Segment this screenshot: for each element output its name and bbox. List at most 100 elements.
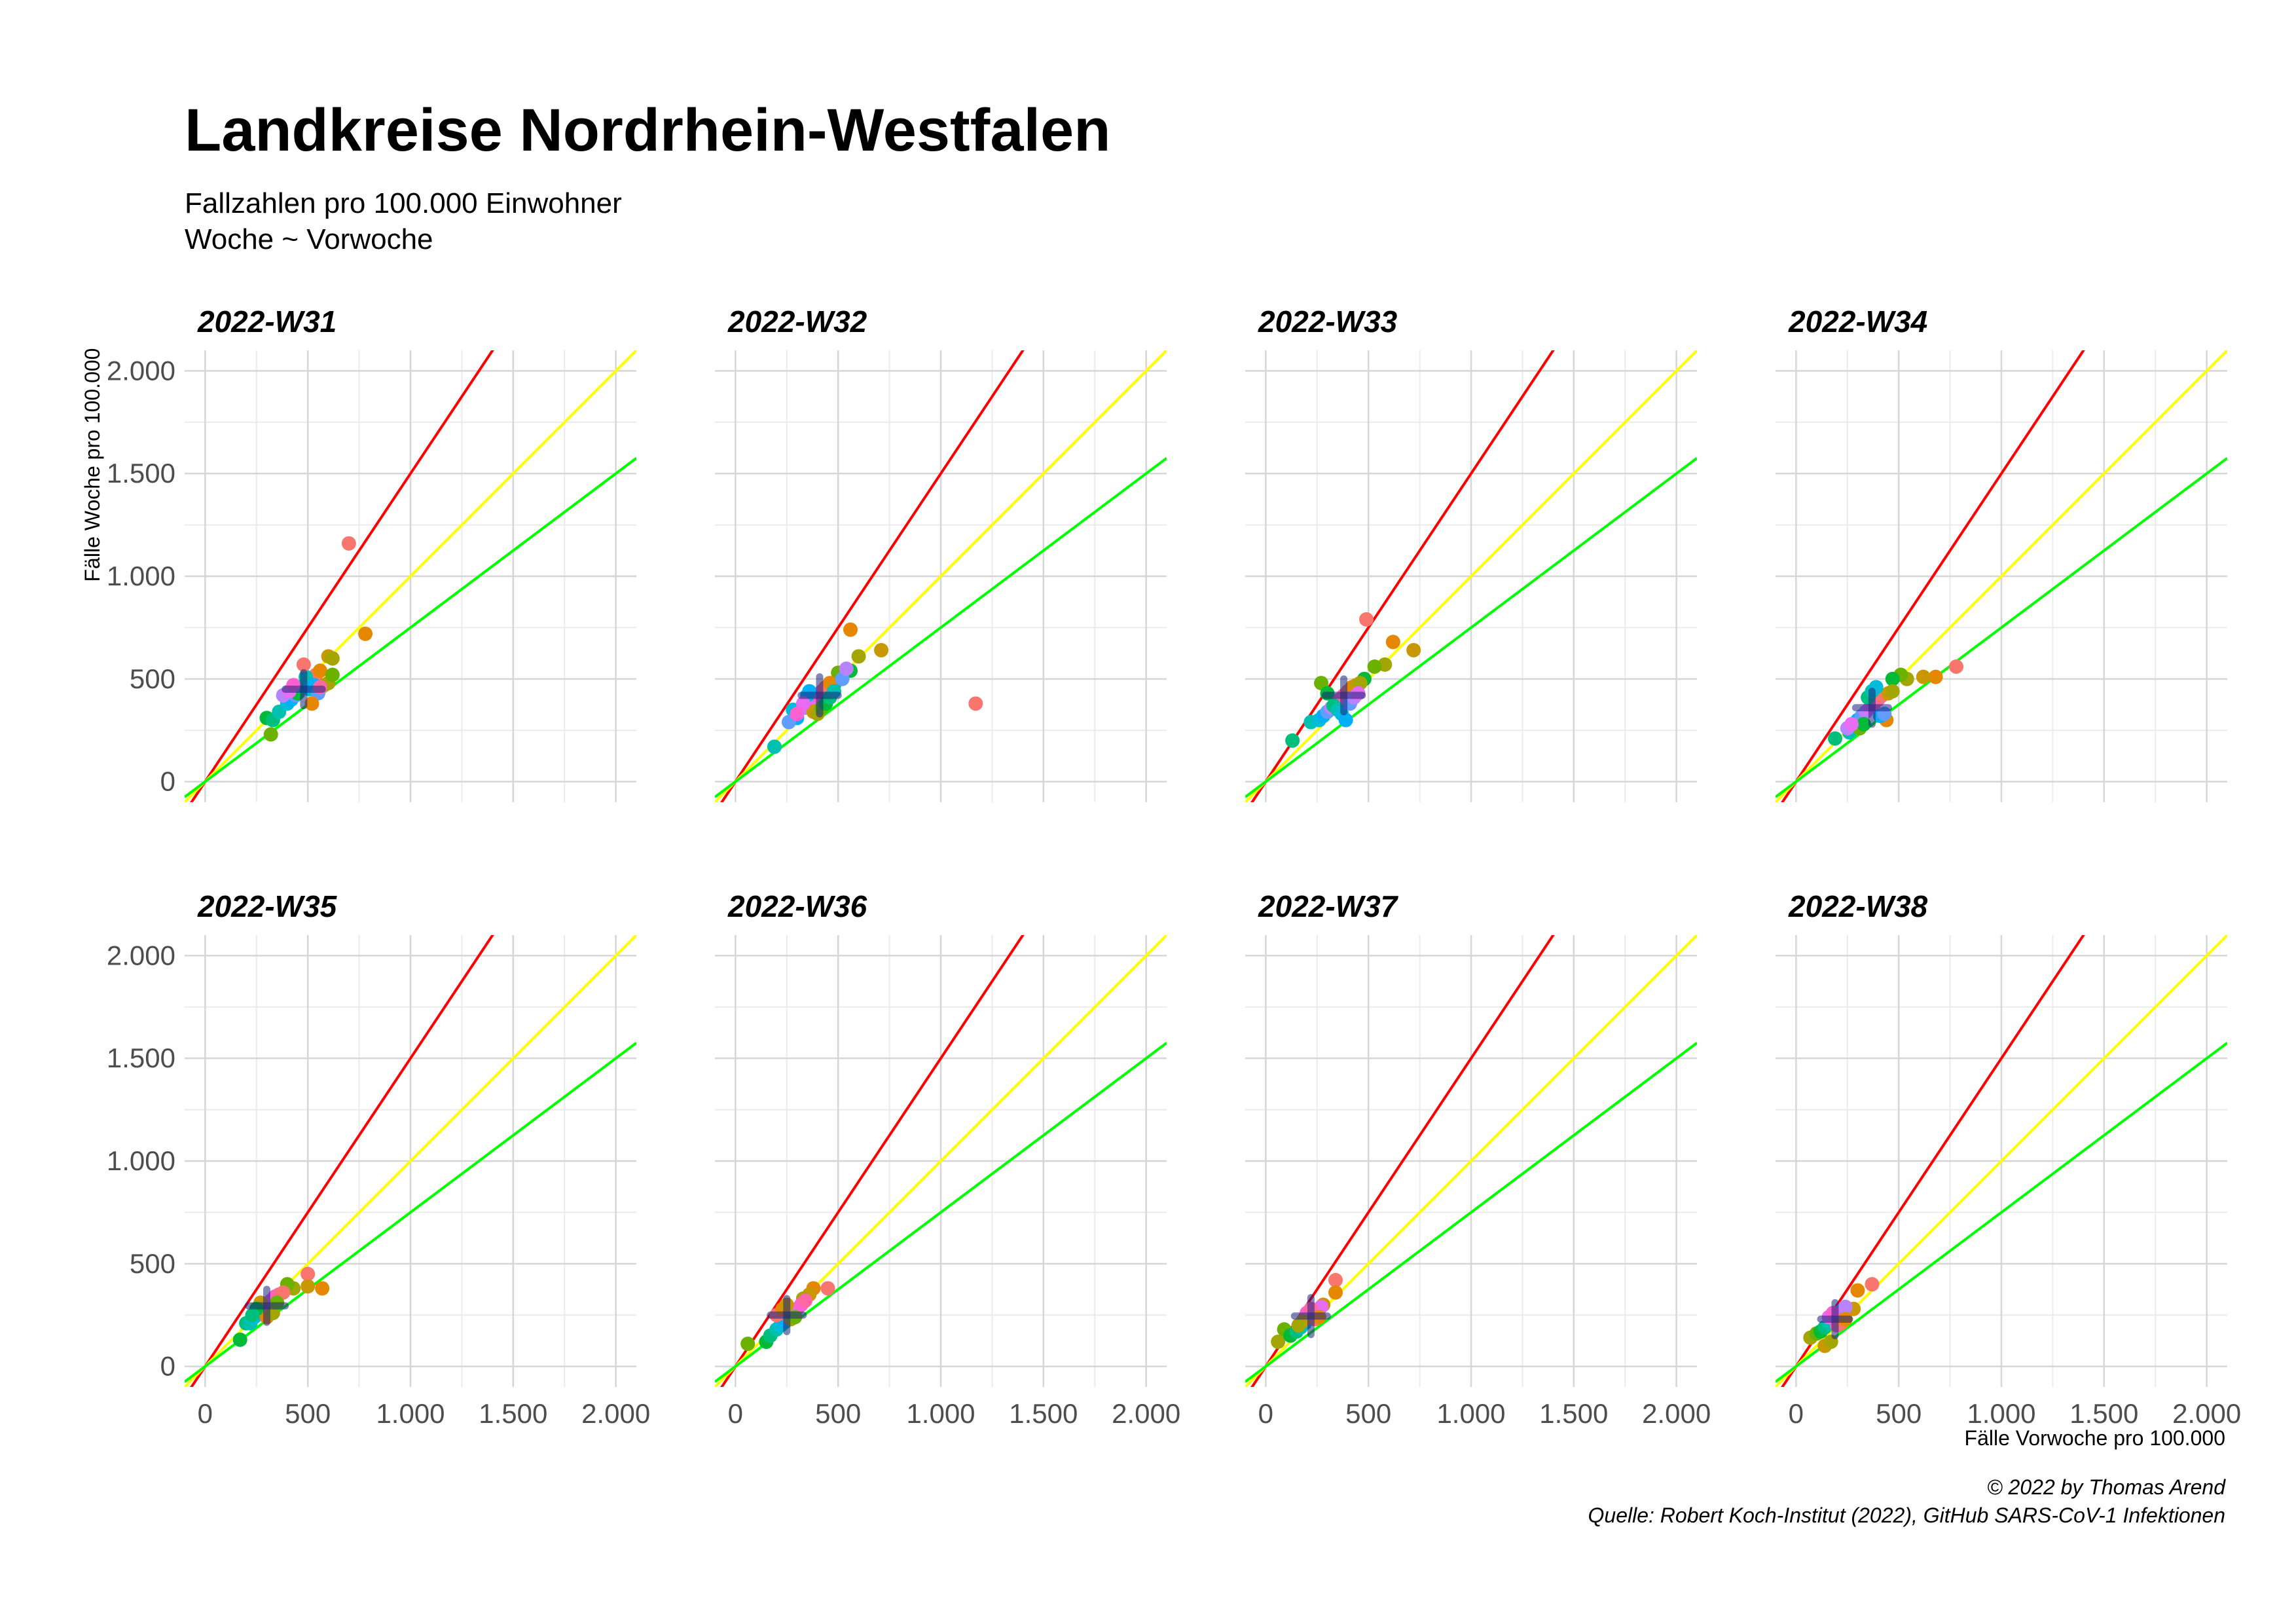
points — [1803, 1277, 1880, 1354]
y-tick-label: 1.000 — [107, 561, 175, 591]
reference-line — [1781, 935, 2085, 1387]
data-point — [304, 696, 319, 711]
facet-2022-W35: 2022-W35 0 500 1.000 1.500 2.000 0 500 1.000 1.50… — [107, 889, 650, 1429]
data-point — [798, 1293, 812, 1308]
facet-2022-W31: 2022-W31 0 500 1.000 1.500 2.000 — [107, 304, 636, 802]
data-point — [1291, 1318, 1306, 1333]
data-point — [232, 1332, 247, 1347]
reference-line — [190, 935, 494, 1387]
reference-lines — [185, 350, 636, 802]
data-point — [1850, 1283, 1865, 1298]
x-tick-label: 1.500 — [2069, 1398, 2138, 1429]
y-tick-label: 500 — [130, 1248, 175, 1279]
points — [767, 622, 983, 754]
caption-source: Quelle: Robert Koch-Institut (2022), Git… — [1588, 1504, 2226, 1527]
data-point — [296, 657, 311, 672]
x-tick-label: 0 — [1258, 1398, 1273, 1429]
data-point — [839, 661, 854, 676]
x-tick-label: 0 — [1789, 1398, 1804, 1429]
x-tick-label: 1.000 — [376, 1398, 445, 1429]
data-point — [1885, 684, 1900, 699]
data-point — [1385, 635, 1400, 650]
data-point — [740, 1337, 756, 1352]
reference-line — [185, 457, 636, 798]
facet-2022-W38: 2022-W38 0 500 1.000 1.500 2.000 — [1776, 889, 2241, 1429]
x-tick-label: 2.000 — [1642, 1398, 1711, 1429]
facet-2022-W34: 2022-W34 — [1776, 304, 2227, 802]
x-tick-label: 2.000 — [581, 1398, 650, 1429]
data-point — [1406, 642, 1421, 657]
x-tick-label: 2.000 — [1112, 1398, 1180, 1429]
data-point — [790, 707, 805, 722]
y-tick-label: 2.000 — [107, 355, 175, 386]
y-tick-label: 0 — [160, 1351, 175, 1382]
x-tick-label: 1.000 — [906, 1398, 975, 1429]
facet-title: 2022-W32 — [727, 304, 867, 339]
facet-2022-W32: 2022-W32 — [715, 304, 1167, 802]
facet-panels: 2022-W31 0 500 1.000 1.500 2.000 2022-W32 2022-… — [107, 304, 2241, 1429]
data-point — [820, 1281, 835, 1296]
y-tick-label: 0 — [160, 766, 175, 797]
points — [259, 536, 373, 742]
y-tick-label: 1.500 — [107, 1043, 175, 1073]
x-tick-label: 500 — [285, 1398, 331, 1429]
data-point — [245, 1308, 260, 1323]
data-point — [1885, 671, 1900, 686]
x-tick-label: 1.000 — [1436, 1398, 1505, 1429]
data-point — [1285, 733, 1300, 748]
facet-title: 2022-W31 — [197, 304, 337, 339]
x-tick-label: 1.500 — [479, 1398, 547, 1429]
data-point — [1359, 612, 1374, 627]
data-point — [358, 626, 373, 641]
facet-title: 2022-W38 — [1788, 889, 1928, 923]
facet-title: 2022-W36 — [727, 889, 867, 923]
reference-line — [1245, 457, 1697, 798]
reference-line — [1776, 1042, 2227, 1383]
x-tick-label: 0 — [198, 1398, 213, 1429]
reference-line — [1250, 350, 1555, 802]
data-point — [1328, 1272, 1343, 1287]
data-point — [1271, 1335, 1286, 1349]
x-tick-label: 500 — [1345, 1398, 1391, 1429]
reference-line — [720, 935, 1025, 1387]
x-axis-title: Fälle Vorwoche pro 100.000 — [1965, 1426, 2225, 1450]
data-point — [1827, 731, 1842, 746]
x-tick-label: 1.000 — [1967, 1398, 2035, 1429]
reference-line — [1245, 1042, 1697, 1383]
facet-2022-W36: 2022-W36 0 500 1.000 1.500 2.000 — [715, 889, 1180, 1429]
data-point — [1916, 669, 1931, 684]
data-point — [1838, 1299, 1853, 1314]
data-point — [1328, 1285, 1343, 1300]
data-point — [1367, 659, 1382, 674]
data-point — [1338, 712, 1353, 728]
points — [740, 1281, 835, 1352]
data-point — [843, 622, 858, 637]
reference-line — [185, 1042, 636, 1383]
data-point — [313, 663, 327, 678]
data-point — [1844, 716, 1859, 731]
x-tick-label: 0 — [728, 1398, 743, 1429]
reference-line — [190, 350, 494, 802]
data-point — [1865, 1277, 1880, 1292]
data-point — [767, 739, 782, 754]
data-point — [325, 651, 340, 666]
points — [1827, 659, 1963, 746]
reference-line — [1781, 350, 2085, 802]
y-axis-title: Fälle Woche pro 100.000 — [81, 348, 104, 582]
points — [1285, 612, 1421, 748]
chart-subtitle-line-2: Woche ~ Vorwoche — [185, 223, 433, 255]
data-point — [968, 696, 983, 711]
x-tick-label: 1.500 — [1539, 1398, 1608, 1429]
reference-line — [715, 457, 1167, 798]
y-tick-label: 500 — [130, 663, 175, 694]
x-tick-label: 2.000 — [2172, 1398, 2241, 1429]
data-point — [1928, 669, 1943, 684]
data-point — [1949, 659, 1963, 674]
data-point — [874, 642, 889, 657]
facet-title: 2022-W34 — [1788, 304, 1927, 339]
y-tick-label: 1.500 — [107, 458, 175, 489]
reference-line — [1250, 935, 1555, 1387]
x-tick-label: 500 — [1876, 1398, 1922, 1429]
facet-2022-W37: 2022-W37 0 500 1.000 1.500 2.000 — [1245, 889, 1711, 1429]
